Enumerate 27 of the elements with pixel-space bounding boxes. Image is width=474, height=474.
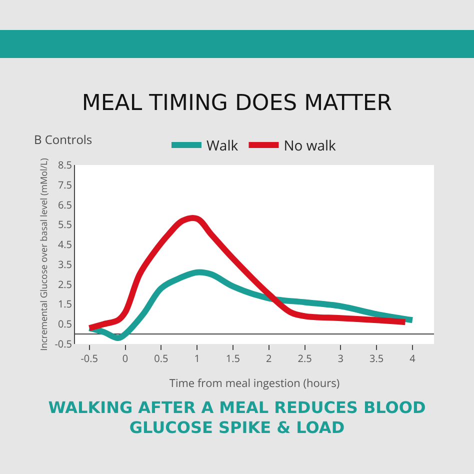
y-tick-label: 6.5: [58, 197, 72, 212]
x-tick-label: 0: [122, 351, 128, 365]
x-tick-label: 4: [410, 351, 416, 365]
y-tick-label: 5.5: [58, 217, 72, 232]
y-tick-label: 0.5: [58, 316, 72, 331]
y-tick-label: 8.5: [58, 158, 72, 172]
legend-label: Walk: [206, 136, 239, 156]
y-tick-label: 4.5: [58, 237, 72, 252]
y-tick-label: 1.5: [58, 296, 72, 311]
chart-title: MEAL TIMING DOES MATTER: [82, 91, 392, 116]
y-tick-label: 7.5: [58, 177, 72, 192]
x-tick-label: 3: [338, 351, 344, 365]
x-axis-title: Time from meal ingestion (hours): [169, 376, 340, 391]
x-tick-label: 1: [194, 351, 200, 365]
legend-label: No walk: [284, 136, 336, 156]
x-tick-label: -0.5: [80, 351, 98, 365]
x-tick-label: 1.5: [226, 351, 240, 365]
y-tick-label: -0.5: [54, 336, 72, 350]
chart-subtitle: B Controls: [34, 131, 92, 148]
y-tick-label: 2.5: [58, 276, 72, 291]
text: WALKING AFTER A MEAL REDUCES BLOOD GLUCOSE SPIKE & LOAD: [47, 398, 427, 438]
y-axis-title: Incremental Glucose over basal level (mMol/L): [37, 158, 50, 351]
x-tick-label: 2.5: [298, 351, 312, 365]
x-tick-label: 0.5: [154, 351, 168, 365]
y-tick-label: 3.5: [58, 256, 72, 271]
x-tick-label: 2: [266, 351, 272, 365]
x-tick-label: 3.5: [370, 351, 384, 365]
